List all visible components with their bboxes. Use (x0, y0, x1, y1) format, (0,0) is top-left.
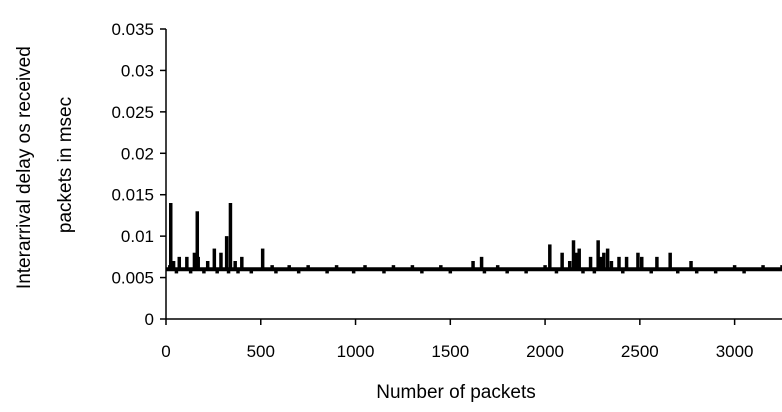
x-tick-label: 3000 (716, 342, 754, 361)
series-spikes (168, 203, 782, 274)
y-tick-label: 0.005 (111, 269, 154, 288)
x-tick-label: 2500 (621, 342, 659, 361)
y-tick-label: 0.01 (121, 227, 154, 246)
y-tick-label: 0.025 (111, 103, 154, 122)
x-axis-title: Number of packets (376, 382, 535, 403)
x-tick-label: 2000 (526, 342, 564, 361)
y-axis-title: Interarrival delay os received packets i… (14, 41, 76, 289)
y-tick-label: 0.03 (121, 61, 154, 80)
x-tick-label: 1500 (431, 342, 469, 361)
y-tick-label: 0.02 (121, 144, 154, 163)
x-tick-label: 0 (161, 342, 170, 361)
y-tick-label: 0.015 (111, 186, 154, 205)
y-axis-title-line-2: packets in msec (55, 97, 76, 233)
y-axis-ticks: 0 0.005 0.01 0.015 0.02 0.025 0.03 0.035 (111, 20, 166, 329)
x-axis-ticks: 0 500 1000 1500 2000 2500 3000 (161, 319, 754, 361)
y-axis-title-line-1: Interarrival delay os received (14, 46, 35, 289)
x-tick-label: 500 (247, 342, 275, 361)
y-tick-label: 0 (145, 310, 154, 329)
plot-area (166, 203, 782, 274)
x-tick-label: 1000 (337, 342, 375, 361)
y-tick-label: 0.035 (111, 20, 154, 39)
